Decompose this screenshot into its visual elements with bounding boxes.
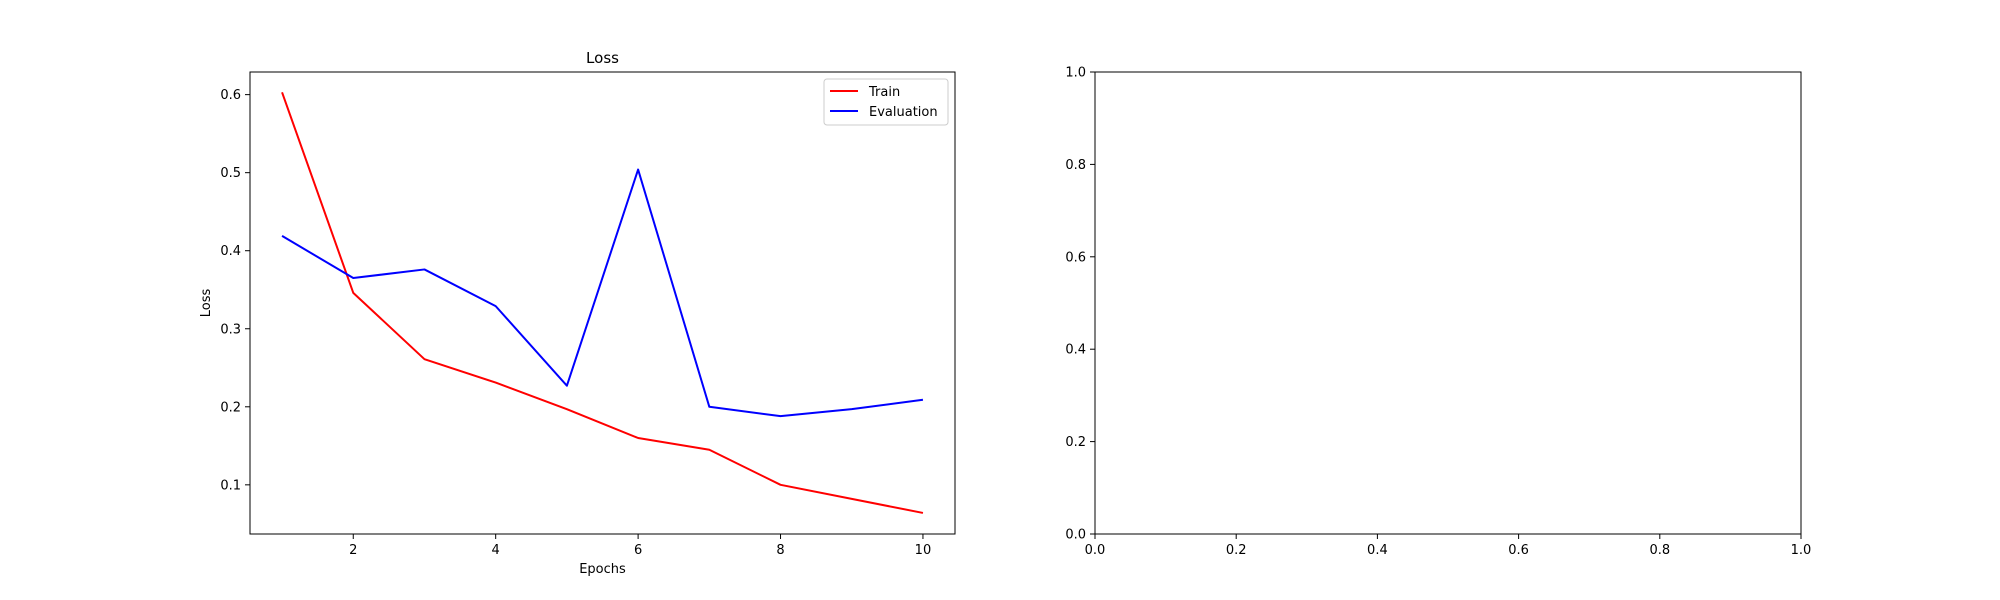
loss-y-tick-label: 0.1 bbox=[220, 478, 241, 493]
loss-chart: 2 4 6 8 10 0.1 0.2 0.3 0.4 0.5 0.6 Loss Epochs Los… bbox=[199, 49, 956, 577]
loss-y-axis-label: Loss bbox=[199, 289, 214, 318]
loss-y-tick-label: 0.2 bbox=[220, 400, 241, 415]
empty-y-tick-label: 0.0 bbox=[1065, 528, 1086, 543]
empty-x-tick-label: 0.8 bbox=[1649, 543, 1670, 558]
empty-y-tick-label: 1.0 bbox=[1065, 66, 1086, 81]
loss-legend: Train Evaluation bbox=[823, 78, 949, 126]
empty-plot-frame bbox=[1094, 71, 1802, 535]
loss-series-lines bbox=[281, 91, 924, 514]
loss-y-tick-label: 0.3 bbox=[220, 322, 241, 337]
empty-chart: 0.0 0.2 0.4 0.6 0.8 1.0 0.0 0.2 0.4 0.6 0.8 1.0 bbox=[1065, 66, 1811, 559]
series-line-evaluation bbox=[281, 168, 924, 418]
empty-x-tick-label: 0.2 bbox=[1226, 543, 1247, 558]
loss-x-tick-label: 4 bbox=[492, 543, 500, 558]
loss-x-tick-label: 2 bbox=[349, 543, 357, 558]
empty-x-tick-label: 0.4 bbox=[1367, 543, 1388, 558]
empty-y-tick-label: 0.8 bbox=[1065, 158, 1086, 173]
loss-y-tick-label: 0.5 bbox=[220, 166, 241, 181]
empty-axis-ticks: 0.0 0.2 0.4 0.6 0.8 1.0 0.0 0.2 0.4 0.6 0.8 1.0 bbox=[1065, 66, 1811, 559]
empty-x-tick-label: 0.0 bbox=[1085, 543, 1106, 558]
loss-x-tick-label: 6 bbox=[634, 543, 642, 558]
loss-axis-ticks: 2 4 6 8 10 0.1 0.2 0.3 0.4 0.5 0.6 bbox=[220, 88, 931, 558]
empty-x-tick-label: 0.6 bbox=[1508, 543, 1529, 558]
empty-x-tick-label: 1.0 bbox=[1791, 543, 1812, 558]
loss-x-tick-label: 10 bbox=[915, 543, 932, 558]
legend-label-evaluation: Evaluation bbox=[869, 105, 938, 120]
loss-y-tick-label: 0.4 bbox=[220, 244, 241, 259]
loss-x-tick-label: 8 bbox=[776, 543, 784, 558]
series-line-train bbox=[281, 91, 924, 514]
empty-y-tick-label: 0.4 bbox=[1065, 343, 1086, 358]
empty-y-tick-label: 0.2 bbox=[1065, 435, 1086, 450]
empty-y-tick-label: 0.6 bbox=[1065, 250, 1086, 265]
loss-chart-title: Loss bbox=[586, 49, 619, 67]
loss-y-tick-label: 0.6 bbox=[220, 88, 241, 103]
loss-x-axis-label: Epochs bbox=[579, 562, 626, 577]
legend-label-train: Train bbox=[868, 85, 900, 100]
loss-plot-frame bbox=[249, 71, 956, 535]
